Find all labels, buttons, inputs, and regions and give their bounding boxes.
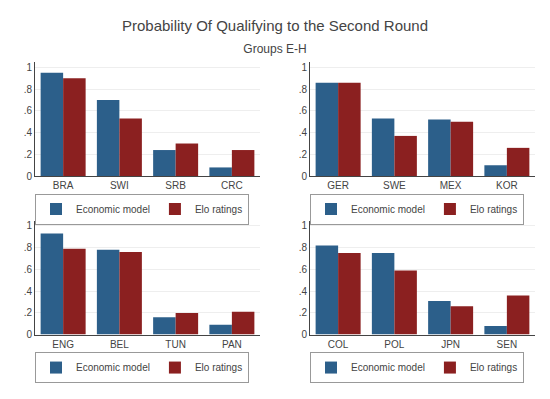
svg-text:.6: .6 [299, 264, 308, 275]
svg-text:.2: .2 [299, 307, 308, 318]
svg-text:.4: .4 [24, 127, 33, 138]
svg-text:ENG: ENG [52, 339, 74, 350]
svg-text:.4: .4 [299, 127, 308, 138]
svg-text:0: 0 [26, 171, 32, 182]
svg-text:.8: .8 [299, 84, 308, 95]
svg-text:POL: POL [384, 339, 404, 350]
svg-text:Elo ratings: Elo ratings [195, 362, 242, 373]
svg-text:MEX: MEX [440, 180, 462, 191]
svg-text:Economic model: Economic model [76, 362, 150, 373]
svg-text:BRA: BRA [53, 180, 74, 191]
svg-text:PAN: PAN [222, 339, 242, 350]
svg-text:.2: .2 [24, 307, 33, 318]
svg-text:.2: .2 [24, 149, 33, 160]
svg-text:SWE: SWE [383, 180, 406, 191]
svg-text:1: 1 [26, 220, 32, 231]
svg-text:Economic model: Economic model [351, 204, 425, 215]
svg-text:.6: .6 [299, 105, 308, 116]
svg-text:.2: .2 [299, 149, 308, 160]
svg-text:GER: GER [327, 180, 349, 191]
svg-text:SRB: SRB [165, 180, 186, 191]
svg-text:.6: .6 [24, 264, 33, 275]
svg-text:JPN: JPN [441, 339, 460, 350]
svg-text:KOR: KOR [496, 180, 518, 191]
svg-text:BEL: BEL [110, 339, 129, 350]
svg-text:Elo ratings: Elo ratings [195, 204, 242, 215]
svg-text:.8: .8 [24, 84, 33, 95]
svg-text:Groups E-H: Groups E-H [243, 42, 306, 56]
svg-text:1: 1 [301, 62, 307, 73]
svg-text:.4: .4 [299, 286, 308, 297]
svg-text:0: 0 [301, 329, 307, 340]
svg-text:Probability Of Qualifying to t: Probability Of Qualifying to the Second … [122, 17, 428, 34]
svg-text:0: 0 [26, 329, 32, 340]
svg-text:0: 0 [301, 171, 307, 182]
svg-text:1: 1 [26, 62, 32, 73]
svg-text:1: 1 [301, 220, 307, 231]
svg-text:.8: .8 [24, 242, 33, 253]
svg-text:SEN: SEN [497, 339, 518, 350]
svg-text:SWI: SWI [110, 180, 129, 191]
svg-text:Economic model: Economic model [351, 362, 425, 373]
svg-text:CRC: CRC [221, 180, 243, 191]
svg-text:.4: .4 [24, 286, 33, 297]
svg-text:.6: .6 [24, 105, 33, 116]
svg-text:COL: COL [328, 339, 349, 350]
svg-text:.8: .8 [299, 242, 308, 253]
svg-text:Elo ratings: Elo ratings [470, 362, 517, 373]
svg-text:TUN: TUN [165, 339, 186, 350]
svg-text:Economic model: Economic model [76, 204, 150, 215]
svg-text:Elo ratings: Elo ratings [470, 204, 517, 215]
